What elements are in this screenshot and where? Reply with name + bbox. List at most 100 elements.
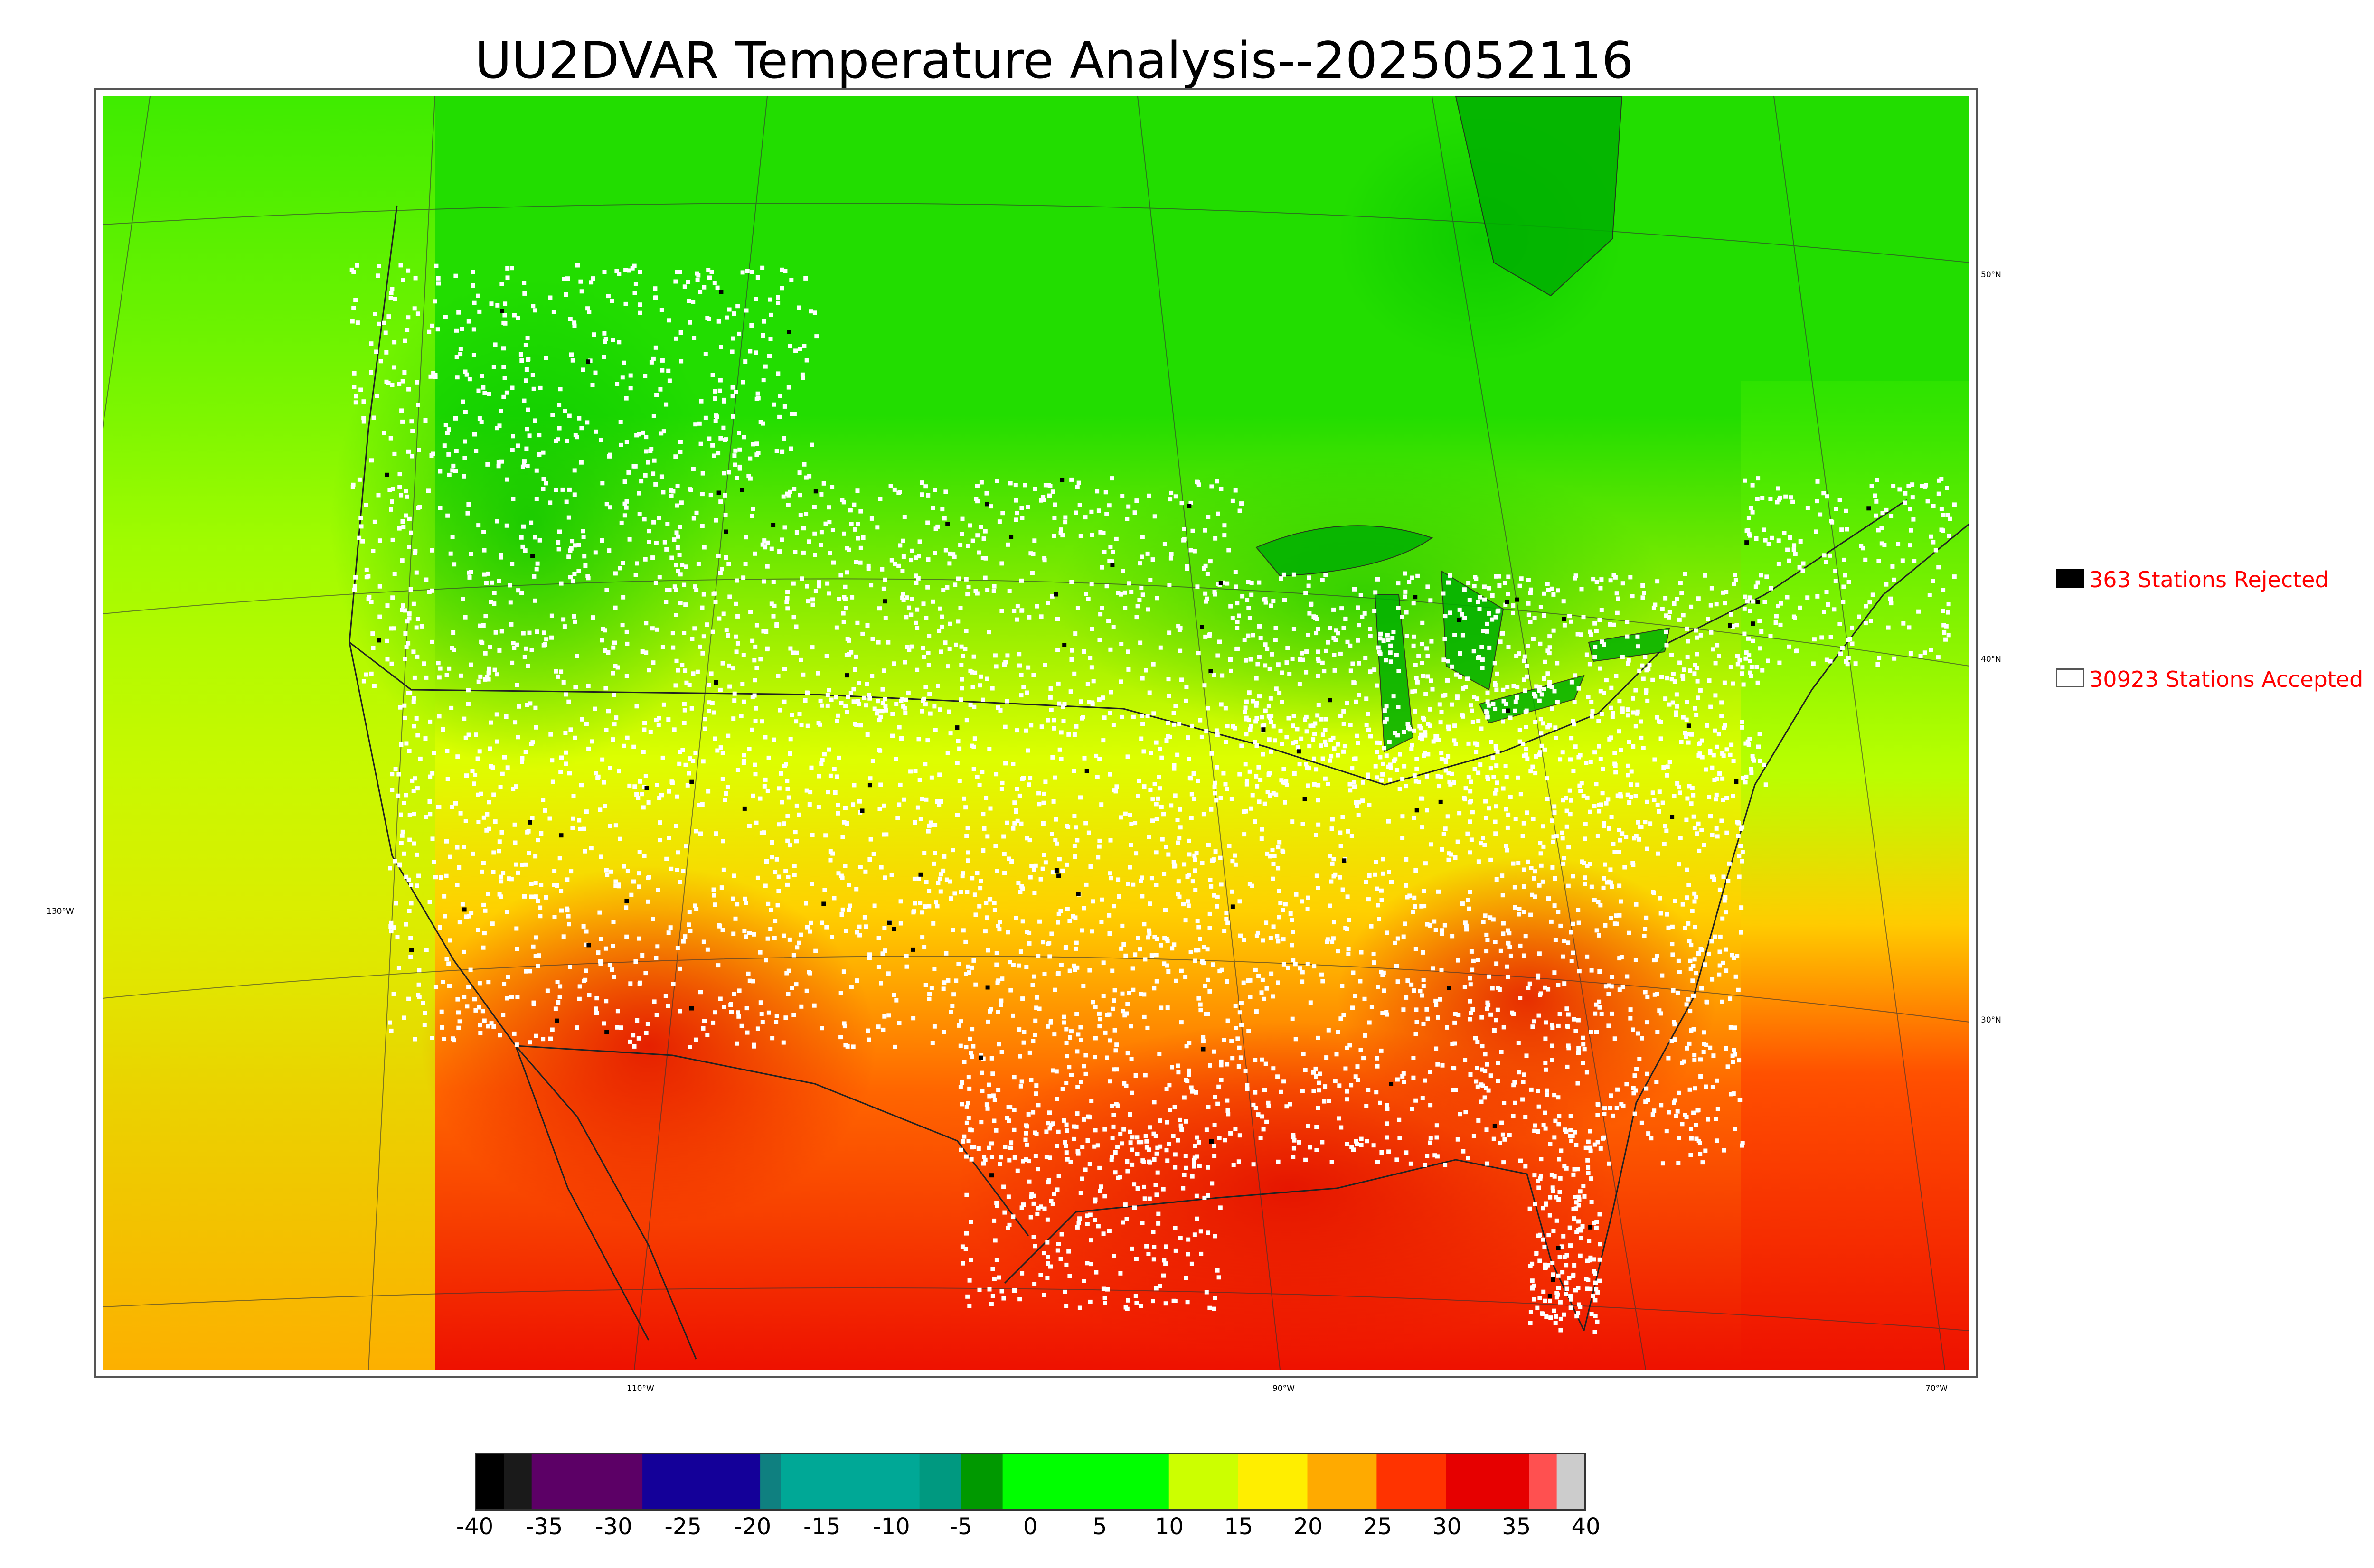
station-marker	[1405, 978, 1410, 983]
station-marker	[889, 558, 894, 563]
station-marker	[1566, 1046, 1571, 1051]
station-marker	[842, 1021, 847, 1026]
station-marker	[1454, 672, 1459, 677]
station-marker	[1249, 724, 1253, 729]
station-marker	[1710, 765, 1715, 770]
station-marker	[1521, 910, 1526, 914]
station-marker	[845, 637, 850, 641]
station-marker	[983, 529, 988, 534]
station-marker	[1303, 1157, 1308, 1162]
station-marker	[1271, 862, 1276, 866]
station-marker	[414, 625, 419, 630]
station-marker	[1368, 634, 1373, 638]
station-marker	[1375, 740, 1380, 745]
station-marker	[1480, 666, 1485, 670]
station-marker	[1423, 751, 1427, 756]
station-marker	[1304, 714, 1309, 719]
station-marker	[848, 903, 852, 908]
station-marker	[1358, 593, 1363, 597]
station-marker	[554, 669, 558, 674]
station-marker	[1052, 718, 1056, 723]
station-marker	[1644, 690, 1649, 695]
station-marker	[466, 985, 471, 989]
station-marker	[670, 780, 675, 785]
station-marker	[1586, 1139, 1591, 1144]
station-marker	[1606, 1023, 1611, 1028]
station-marker	[1098, 1017, 1102, 1022]
station-marker	[1065, 1128, 1069, 1133]
station-marker	[414, 570, 419, 575]
station-marker	[570, 358, 575, 363]
station-marker	[1336, 631, 1340, 636]
station-marker	[1742, 606, 1747, 611]
station-marker	[1364, 696, 1369, 701]
station-marker	[1697, 1141, 1702, 1145]
station-marker	[1702, 1030, 1706, 1035]
station-marker	[1185, 566, 1189, 571]
station-marker	[1132, 510, 1137, 515]
station-marker	[687, 910, 692, 914]
station-marker	[781, 494, 786, 499]
station-marker	[785, 787, 790, 791]
station-marker	[942, 516, 947, 521]
station-marker	[515, 947, 519, 951]
station-marker	[999, 787, 1004, 791]
station-marker	[822, 752, 827, 757]
station-marker	[923, 702, 928, 707]
station-marker	[782, 821, 786, 826]
station-marker	[1739, 826, 1743, 831]
station-marker	[1728, 665, 1733, 669]
station-marker	[1741, 682, 1746, 687]
station-marker	[1109, 690, 1113, 695]
station-marker	[1500, 631, 1505, 636]
station-marker	[1538, 641, 1543, 646]
station-marker	[1113, 789, 1118, 794]
station-marker	[1345, 1045, 1349, 1050]
station-marker	[933, 728, 938, 732]
station-marker	[1172, 763, 1177, 768]
station-marker	[471, 283, 475, 288]
station-marker	[1311, 1070, 1316, 1075]
station-marker	[1602, 876, 1606, 881]
station-marker	[1655, 715, 1659, 720]
station-marker	[1413, 1032, 1418, 1036]
station-marker	[390, 772, 395, 777]
station-marker	[1608, 578, 1613, 583]
station-marker	[688, 320, 692, 325]
station-marker	[1418, 989, 1423, 994]
station-marker	[1074, 1124, 1079, 1129]
station-marker	[634, 433, 639, 438]
station-marker	[478, 1031, 483, 1035]
station-marker	[1007, 1158, 1012, 1163]
station-marker	[897, 1021, 902, 1025]
station-marker	[618, 566, 622, 571]
station-marker	[1549, 1173, 1554, 1177]
station-marker	[537, 538, 542, 543]
station-marker	[512, 313, 517, 318]
map-panel[interactable]: 50°N 40°N 30°N	[94, 88, 2001, 1378]
station-marker	[794, 803, 799, 808]
station-marker	[1607, 1161, 1611, 1166]
station-marker	[1528, 1264, 1533, 1268]
station-marker	[1308, 1000, 1313, 1005]
station-marker	[1606, 797, 1611, 802]
station-marker	[1158, 645, 1163, 650]
station-marker	[927, 692, 932, 696]
station-marker	[915, 805, 920, 810]
station-marker	[1423, 730, 1428, 735]
station-marker	[1386, 638, 1391, 642]
station-marker	[657, 575, 662, 580]
station-marker	[1581, 1184, 1586, 1188]
station-marker	[1482, 1095, 1487, 1100]
station-marker	[661, 490, 666, 495]
station-marker	[641, 805, 646, 810]
station-marker	[949, 1010, 953, 1014]
station-marker	[456, 1025, 461, 1030]
station-marker	[1511, 610, 1515, 615]
station-marker	[1424, 774, 1429, 779]
station-marker	[1541, 721, 1545, 726]
station-marker	[1487, 611, 1491, 616]
temperature-map[interactable]	[103, 96, 1969, 1370]
station-marker	[354, 394, 358, 399]
station-marker	[997, 1042, 1001, 1047]
